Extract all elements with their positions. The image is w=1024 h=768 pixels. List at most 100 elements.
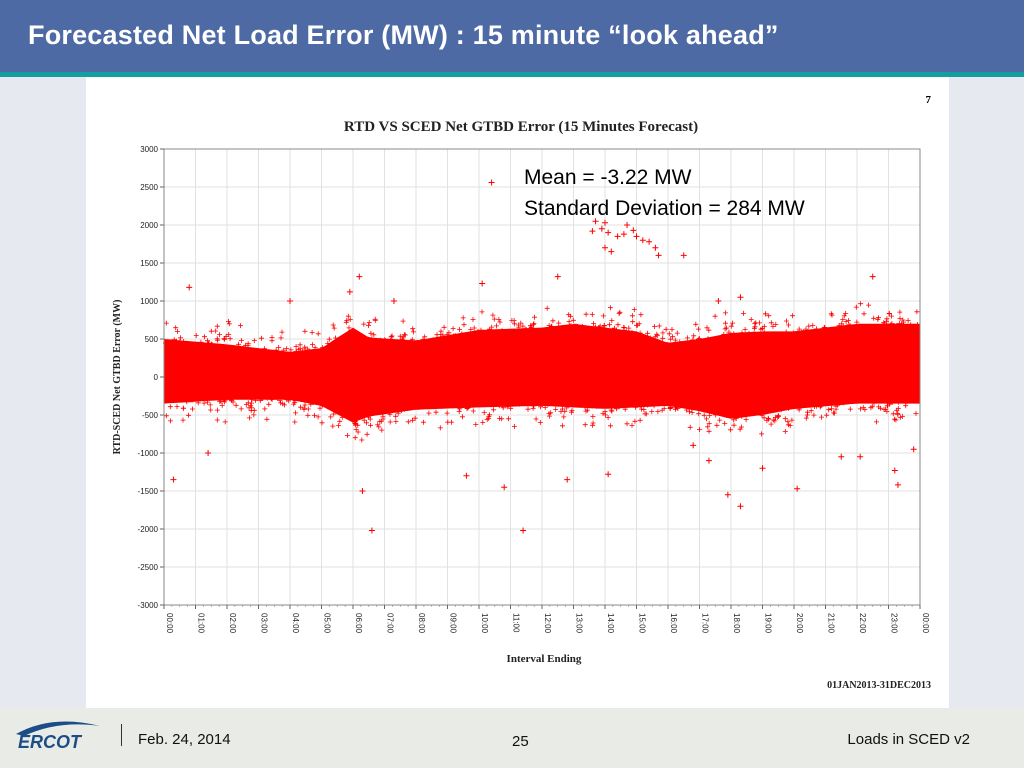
band-edge-markers	[163, 301, 920, 443]
scatter-point	[737, 294, 744, 301]
scatter-point	[170, 476, 177, 483]
scatter-point	[564, 476, 571, 483]
y-tick-label: -500	[142, 411, 159, 420]
x-axis-ticks: 00:00 01:00 02:00 03:00 04:00 05:00 06:00 07:00…	[163, 605, 930, 634]
x-tick-label: 00:00	[165, 613, 174, 634]
scatter-point	[737, 503, 744, 510]
chart-title: RTD VS SCED Net GTBD Error (15 Minutes F…	[344, 119, 698, 135]
x-tick-label: 15:00	[638, 613, 647, 634]
scatter-point	[655, 252, 662, 259]
x-tick-label: 10:00	[480, 613, 489, 634]
x-tick-label: 02:00	[228, 613, 237, 634]
x-tick-label: 19:00	[764, 613, 773, 634]
scatter-point	[205, 450, 212, 456]
slide-page-marker: 7	[926, 94, 932, 106]
logo-swoosh-icon	[16, 721, 100, 736]
scatter-point	[346, 288, 353, 295]
scatter-point	[488, 179, 495, 186]
y-tick-label: 1500	[140, 259, 158, 268]
scatter-point	[592, 218, 599, 225]
footer-bar	[0, 708, 1024, 768]
band-edge-plus-markers	[163, 301, 920, 443]
y-tick-label: 0	[154, 373, 159, 382]
y-tick-label: 1000	[140, 297, 158, 306]
x-tick-label: 17:00	[701, 613, 710, 634]
dense-error-band	[164, 323, 920, 423]
x-tick-label: 13:00	[575, 613, 584, 634]
header-accent-line	[0, 72, 1024, 77]
scatter-point	[646, 238, 653, 245]
y-tick-label: -2500	[138, 563, 159, 572]
x-tick-label: 18:00	[732, 613, 741, 634]
scatter-point	[602, 244, 608, 251]
scatter-point	[598, 225, 605, 232]
y-axis-ticks: 3000 2500 2000 1500 1000 500 0 -500 -1000 -1500 -2…	[138, 145, 164, 610]
scatter-point	[624, 222, 631, 228]
scatter-point	[287, 298, 293, 304]
scatter-point	[910, 446, 917, 453]
y-tick-label: 3000	[140, 145, 158, 154]
y-tick-label: -1500	[138, 487, 159, 496]
scatter-point	[690, 442, 697, 449]
x-tick-label: 03:00	[260, 613, 269, 634]
logo-text: ERCOT	[18, 732, 83, 752]
x-tick-label: 01:00	[197, 613, 206, 634]
scatter-point	[479, 280, 486, 287]
right-side-panel	[949, 77, 1024, 708]
scatter-point	[605, 471, 612, 478]
scatter-point	[705, 457, 712, 464]
scatter-point	[639, 237, 646, 244]
scatter-point	[794, 485, 801, 492]
x-tick-label: 23:00	[890, 613, 899, 634]
std-dev-text: Standard Deviation = 284 MW	[524, 197, 805, 220]
scatter-point	[633, 233, 640, 240]
scatter-point	[724, 491, 731, 498]
y-tick-label: 2500	[140, 183, 158, 192]
x-tick-label: 16:00	[669, 613, 678, 634]
scatter-point	[652, 244, 659, 251]
scatter-point	[186, 284, 193, 291]
data-points-layer	[170, 179, 917, 534]
x-tick-label: 20:00	[795, 613, 804, 634]
scatter-point	[614, 233, 621, 240]
footer-date: Feb. 24, 2014	[138, 731, 231, 748]
x-tick-label: 22:00	[858, 613, 867, 634]
scatter-point	[715, 298, 722, 304]
x-tick-label: 21:00	[827, 613, 836, 634]
scatter-point	[894, 481, 901, 488]
x-tick-label: 07:00	[386, 613, 395, 634]
ercot-logo: ERCOT	[16, 721, 100, 752]
y-axis-label: RTD-SCED Net GTBD Error (MW)	[112, 300, 123, 455]
scatter-point	[620, 231, 627, 238]
x-tick-label: 04:00	[291, 613, 300, 634]
x-tick-label: 05:00	[323, 613, 332, 634]
scatter-point	[602, 219, 608, 226]
mean-text: Mean = -3.22 MW	[524, 166, 692, 189]
scatter-point	[554, 273, 561, 280]
scatter-point	[680, 252, 687, 259]
scatter-point	[605, 229, 612, 236]
date-range-label: 01JAN2013-31DEC2013	[827, 680, 931, 691]
scatter-point	[891, 467, 898, 474]
scatter-point	[463, 472, 470, 479]
x-tick-label: 11:00	[512, 613, 521, 633]
y-tick-label: 2000	[140, 221, 158, 230]
scatter-point	[838, 453, 845, 460]
y-tick-label: 500	[145, 335, 159, 344]
x-tick-label: 00:00	[921, 613, 930, 634]
x-tick-label: 14:00	[606, 613, 615, 634]
left-side-panel	[0, 77, 86, 708]
footer-presentation-title: Loads in SCED v2	[847, 731, 970, 748]
scatter-point	[589, 228, 596, 235]
scatter-point	[368, 527, 375, 534]
scatter-point	[501, 484, 508, 491]
scatter-point	[520, 527, 527, 534]
footer-page-number: 25	[512, 733, 529, 750]
stats-annotation: Mean = -3.22 MW Standard Deviation = 284…	[524, 162, 805, 224]
x-tick-label: 06:00	[354, 613, 363, 634]
scatter-point	[390, 298, 397, 304]
y-tick-label: -2000	[138, 525, 159, 534]
footer-separator	[121, 724, 122, 746]
y-tick-label: -3000	[138, 601, 159, 610]
slide-title: Forecasted Net Load Error (MW) : 15 minu…	[28, 20, 779, 50]
